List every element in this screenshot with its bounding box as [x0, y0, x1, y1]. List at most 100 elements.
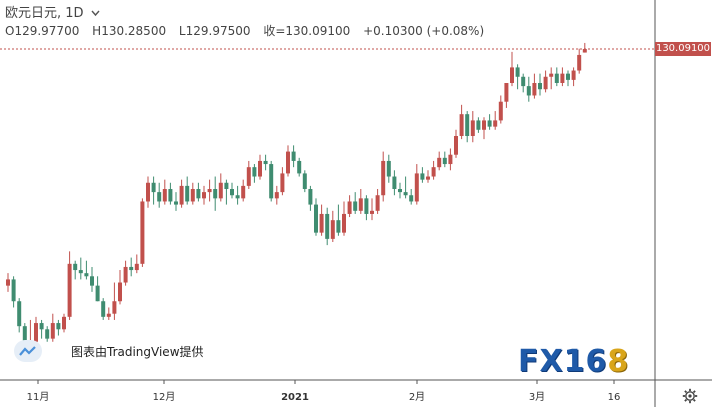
candle-body	[549, 73, 554, 77]
candle	[532, 73, 537, 99]
candle	[302, 170, 307, 193]
candle	[179, 179, 184, 208]
candle-body	[308, 189, 313, 205]
candle-body	[314, 204, 318, 233]
candle-body	[375, 195, 380, 211]
candle	[67, 251, 72, 320]
candle	[118, 270, 122, 305]
candle-body	[230, 189, 234, 196]
candle-body	[515, 67, 520, 77]
x-tick-label: 2月	[409, 391, 425, 403]
candle-body	[246, 167, 251, 186]
candle-body	[241, 185, 246, 199]
candle-body	[403, 192, 408, 196]
candle	[134, 254, 139, 274]
candle-body	[67, 263, 72, 317]
x-tick-label: 2021	[281, 392, 309, 403]
candle-body	[291, 151, 296, 161]
candle-body	[476, 120, 481, 130]
candle	[202, 185, 206, 205]
candle	[56, 319, 61, 336]
tradingview-credit[interactable]: 图表由TradingView提供	[14, 340, 204, 362]
chart-title[interactable]: 欧元日元, 1D	[5, 2, 100, 21]
candle-body	[134, 263, 139, 271]
candle	[196, 182, 201, 202]
candle-body	[11, 279, 16, 302]
candle	[73, 260, 78, 280]
candle	[45, 326, 50, 342]
candle-body	[538, 83, 542, 90]
candle	[235, 185, 240, 205]
candle	[560, 67, 565, 87]
candle-body	[353, 201, 358, 211]
candle-body	[274, 192, 279, 199]
candle	[487, 114, 492, 130]
candle	[263, 154, 268, 171]
candle	[414, 164, 419, 205]
candle	[448, 148, 453, 171]
candle-body	[286, 151, 290, 174]
candle	[409, 189, 414, 205]
fx168-logo: FX168	[518, 344, 629, 379]
candle-body	[582, 48, 587, 53]
candle-body	[252, 167, 257, 177]
candle-body	[168, 189, 173, 202]
candle	[582, 42, 587, 53]
candle-body	[448, 154, 453, 165]
candle	[90, 266, 94, 292]
candle	[62, 313, 66, 333]
candle	[11, 276, 16, 308]
candle-body	[101, 301, 106, 317]
candle	[269, 160, 274, 202]
candle-body	[224, 182, 229, 189]
candle	[123, 260, 128, 286]
candle	[157, 182, 162, 208]
candle-body	[151, 182, 156, 193]
candle-body	[22, 326, 27, 345]
candle	[515, 64, 520, 90]
candle-body	[17, 301, 22, 327]
candle-body	[213, 189, 218, 199]
candle	[319, 204, 324, 236]
candle	[241, 179, 246, 202]
candle-body	[106, 313, 111, 317]
candle-body	[297, 160, 302, 174]
logo-highlight: 8	[607, 344, 630, 379]
x-tick-label: 12月	[153, 391, 176, 403]
candle	[174, 192, 178, 211]
candle	[230, 182, 234, 199]
last-price-tag: 130.09100	[655, 41, 711, 56]
candle-body	[207, 189, 212, 193]
candle	[101, 298, 106, 320]
candle	[39, 319, 44, 339]
tradingview-logo-icon[interactable]	[14, 340, 42, 362]
candle-body	[386, 160, 391, 177]
candle-body	[56, 323, 61, 330]
candle-body	[358, 198, 363, 211]
candle-body	[437, 157, 442, 168]
chevron-down-icon[interactable]	[91, 6, 100, 21]
high-value: H130.28500	[92, 24, 167, 38]
candle	[308, 185, 313, 211]
candle	[442, 151, 447, 168]
close-value: 收=130.09100	[263, 24, 351, 38]
candle	[538, 73, 542, 96]
candle-body	[123, 266, 128, 283]
settings-gear-icon[interactable]	[682, 388, 698, 404]
candle	[347, 195, 352, 218]
candle-body	[571, 70, 576, 80]
interval-label: 1D	[65, 6, 84, 21]
candle-body	[6, 279, 10, 286]
candle-body	[532, 83, 537, 96]
candle	[420, 167, 425, 183]
candle	[465, 111, 470, 143]
candle-body	[118, 282, 122, 302]
candle-body	[162, 189, 167, 202]
candle-body	[269, 164, 274, 199]
candle	[190, 182, 195, 205]
candle	[297, 157, 302, 177]
candle	[521, 73, 526, 93]
candle-body	[140, 201, 145, 264]
